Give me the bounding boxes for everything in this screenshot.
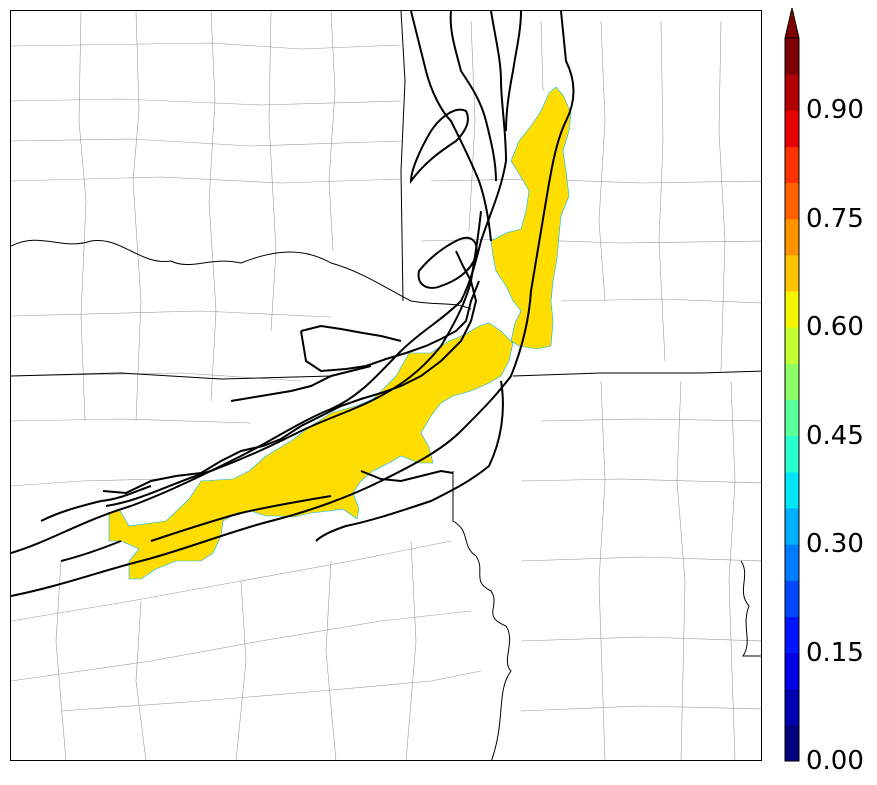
ensemble-contours [11,11,575,597]
colorbar-segment [785,580,799,617]
colorbar-segment [785,544,799,581]
colorbar-segment [785,724,799,762]
probability-fill [108,86,572,580]
map-panel [10,10,762,761]
colorbar-segment [785,327,799,364]
colorbar-segment [785,471,799,509]
county-lines [11,11,761,760]
colorbar-extend-arrow [784,8,800,39]
colorbar-segment [785,291,799,328]
colorbar-segment [785,38,799,75]
colorbar-segment [785,435,799,473]
colorbar-segment [785,110,799,147]
colorbar-segment [785,74,799,111]
colorbar [784,8,800,762]
colorbar-segment [785,652,799,690]
colorbar-segment [785,218,799,256]
colorbar-tick-label: 0.60 [806,312,864,343]
colorbar-segment [785,507,799,545]
colorbar-tick-label: 0.90 [806,95,864,126]
colorbar-tick-label: 0.15 [806,637,864,668]
colorbar-segment [785,616,799,654]
colorbar-segment [785,399,799,437]
state-boundaries [11,11,761,760]
colorbar-segment [785,363,799,400]
colorbar-segment [785,182,799,220]
colorbar-segment [785,688,799,726]
colorbar-segment [785,254,799,292]
colorbar-segment [785,146,799,184]
colorbar-tick-label: 0.00 [806,746,864,776]
colorbar-tick-label: 0.75 [806,203,864,234]
colorbar-tick-label: 0.45 [806,420,864,451]
map-canvas [11,11,761,760]
colorbar-tick-label: 0.30 [806,529,864,560]
